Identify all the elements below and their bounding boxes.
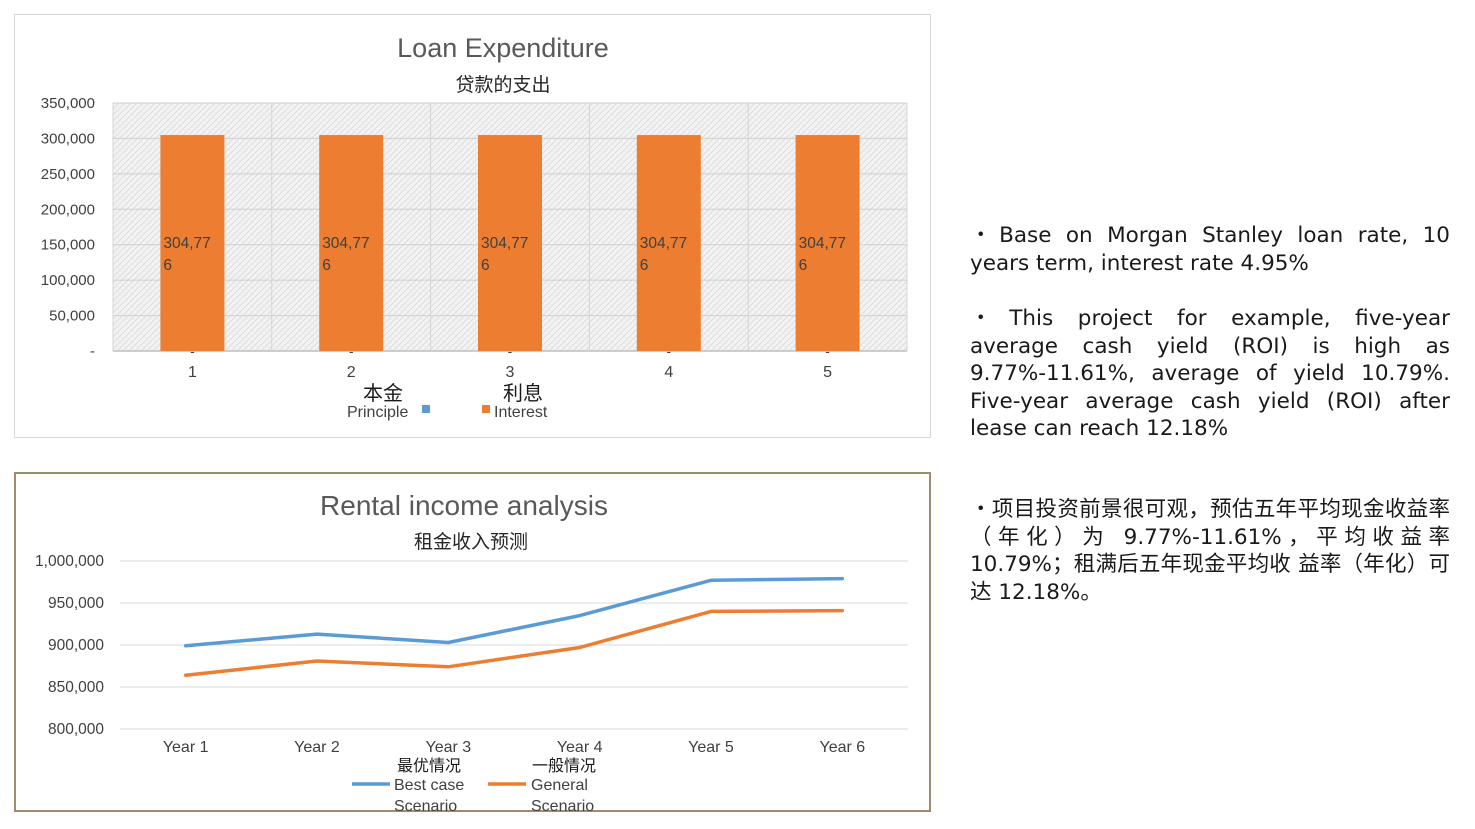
bar-data-label: 6 <box>322 257 331 274</box>
legend-principle-label: Principle <box>347 404 408 421</box>
bar-data-label: 304,77 <box>481 235 528 252</box>
bar-data-label: 304,77 <box>163 235 210 252</box>
x-tick-label: Year 2 <box>294 739 340 756</box>
x-tick-label: 1 <box>188 364 197 381</box>
x-tick-label: Year 1 <box>163 739 209 756</box>
loan-expenditure-chart-panel: Loan Expenditure 贷款的支出 - 50,000 100,000 150,0… <box>14 14 931 438</box>
bar-data-label: 6 <box>640 257 649 274</box>
x-tick-sublabel: - <box>349 343 354 359</box>
bar-data-label: 6 <box>481 257 490 274</box>
series-line-general <box>183 608 845 677</box>
legend-interest-swatch <box>482 405 490 413</box>
legend-interest-cn: 利息 <box>503 381 543 405</box>
bar-interest <box>160 135 225 351</box>
y-tick-label: 900,000 <box>48 637 104 654</box>
x-tick-label: Year 6 <box>819 739 865 756</box>
loan-expenditure-chart: Loan Expenditure 贷款的支出 - 50,000 100,000 150,0… <box>41 33 908 421</box>
bar-data-label: 304,77 <box>322 235 369 252</box>
legend-best-label: Best case <box>394 777 464 794</box>
x-tick-label: 5 <box>823 364 832 381</box>
x-tick-label: Year 3 <box>425 739 471 756</box>
legend-general-cn: 一般情况 <box>532 756 596 775</box>
y-tick-label: - <box>90 343 95 360</box>
x-tick-label: Year 5 <box>688 739 734 756</box>
legend-principle-cn: 本金 <box>363 381 403 405</box>
y-tick-label: 350,000 <box>41 95 95 112</box>
note-loan-rate: ・Base on Morgan Stanley loan rate, 10 ye… <box>970 223 1450 276</box>
legend-best-cn: 最优情况 <box>397 756 461 775</box>
y-tick-label: 800,000 <box>48 721 104 738</box>
rental-income-chart: Rental income analysis 租金收入预测 800,000 850,0… <box>35 490 908 815</box>
x-tick-sublabel: - <box>825 343 830 359</box>
x-tick-label: Year 4 <box>557 739 603 756</box>
y-tick-label: 250,000 <box>41 166 95 183</box>
bar-interest <box>636 135 701 351</box>
bar-interest <box>319 135 384 351</box>
y-tick-label: 200,000 <box>41 201 95 218</box>
x-tick-label: 3 <box>506 364 515 381</box>
y-tick-label: 100,000 <box>41 272 95 289</box>
x-tick-sublabel: - <box>666 343 671 359</box>
chart-subtitle: 租金收入预测 <box>414 531 528 553</box>
chart-subtitle: 贷款的支出 <box>455 74 550 96</box>
note-roi-chinese: ・项目投资前景很可观，预估五年平均现金收益率（年化）为 9.77%-11.61%… <box>970 497 1450 605</box>
y-tick-label: 1,000,000 <box>35 553 104 570</box>
y-tick-label: 300,000 <box>41 130 95 147</box>
legend-best-label: Scenario <box>394 798 457 815</box>
y-tick-label: 50,000 <box>49 308 95 325</box>
x-tick-sublabel: - <box>508 343 513 359</box>
legend-general-label: General <box>531 777 588 794</box>
x-tick-label: 2 <box>347 364 356 381</box>
y-tick-label: 850,000 <box>48 679 104 696</box>
series-line-best-case <box>183 576 845 648</box>
x-tick-sublabel: - <box>190 343 195 359</box>
note-roi-english: ・This project for example, five-year ave… <box>970 306 1450 441</box>
chart-title: Loan Expenditure <box>397 33 609 63</box>
y-tick-label: 150,000 <box>41 237 95 254</box>
bar-data-label: 304,77 <box>640 235 687 252</box>
bar-data-label: 6 <box>163 257 172 274</box>
rental-income-chart-panel: Rental income analysis 租金收入预测 800,000 850,0… <box>14 472 931 815</box>
legend-interest-label: Interest <box>494 404 548 421</box>
bar-data-label: 304,77 <box>799 235 846 252</box>
bar-interest <box>795 135 860 351</box>
legend-general-label: Scenario <box>531 798 594 815</box>
bar-interest <box>478 135 542 351</box>
bar-data-label: 6 <box>799 257 808 274</box>
legend-principle-swatch <box>422 405 430 413</box>
y-tick-label: 950,000 <box>48 595 104 612</box>
x-tick-label: 4 <box>664 364 673 381</box>
chart-title: Rental income analysis <box>320 490 608 521</box>
